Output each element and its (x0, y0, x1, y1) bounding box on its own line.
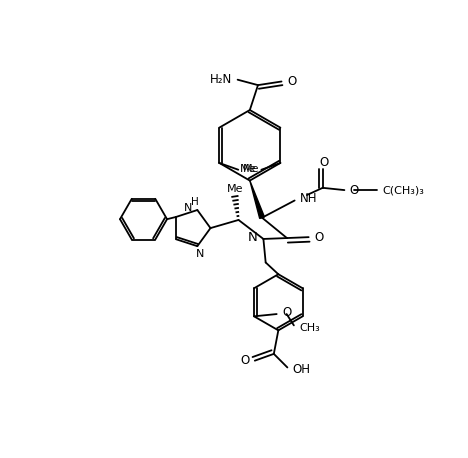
Text: Me: Me (227, 184, 243, 194)
Text: H: H (191, 197, 199, 207)
Text: O: O (287, 75, 297, 88)
Text: C(CH₃)₃: C(CH₃)₃ (382, 185, 424, 195)
Text: O: O (319, 156, 328, 169)
Text: Me: Me (241, 164, 257, 174)
Text: NH: NH (300, 192, 318, 205)
Text: N: N (248, 231, 257, 244)
Text: OH: OH (293, 363, 311, 376)
Text: N: N (196, 249, 204, 259)
Text: O: O (283, 306, 292, 319)
Polygon shape (250, 180, 264, 218)
Text: N: N (183, 203, 192, 213)
Text: Me: Me (243, 164, 259, 174)
Text: CH₃: CH₃ (300, 322, 320, 333)
Text: O: O (350, 184, 359, 196)
Text: O: O (314, 231, 324, 244)
Text: O: O (240, 354, 249, 367)
Text: H₂N: H₂N (210, 73, 232, 86)
